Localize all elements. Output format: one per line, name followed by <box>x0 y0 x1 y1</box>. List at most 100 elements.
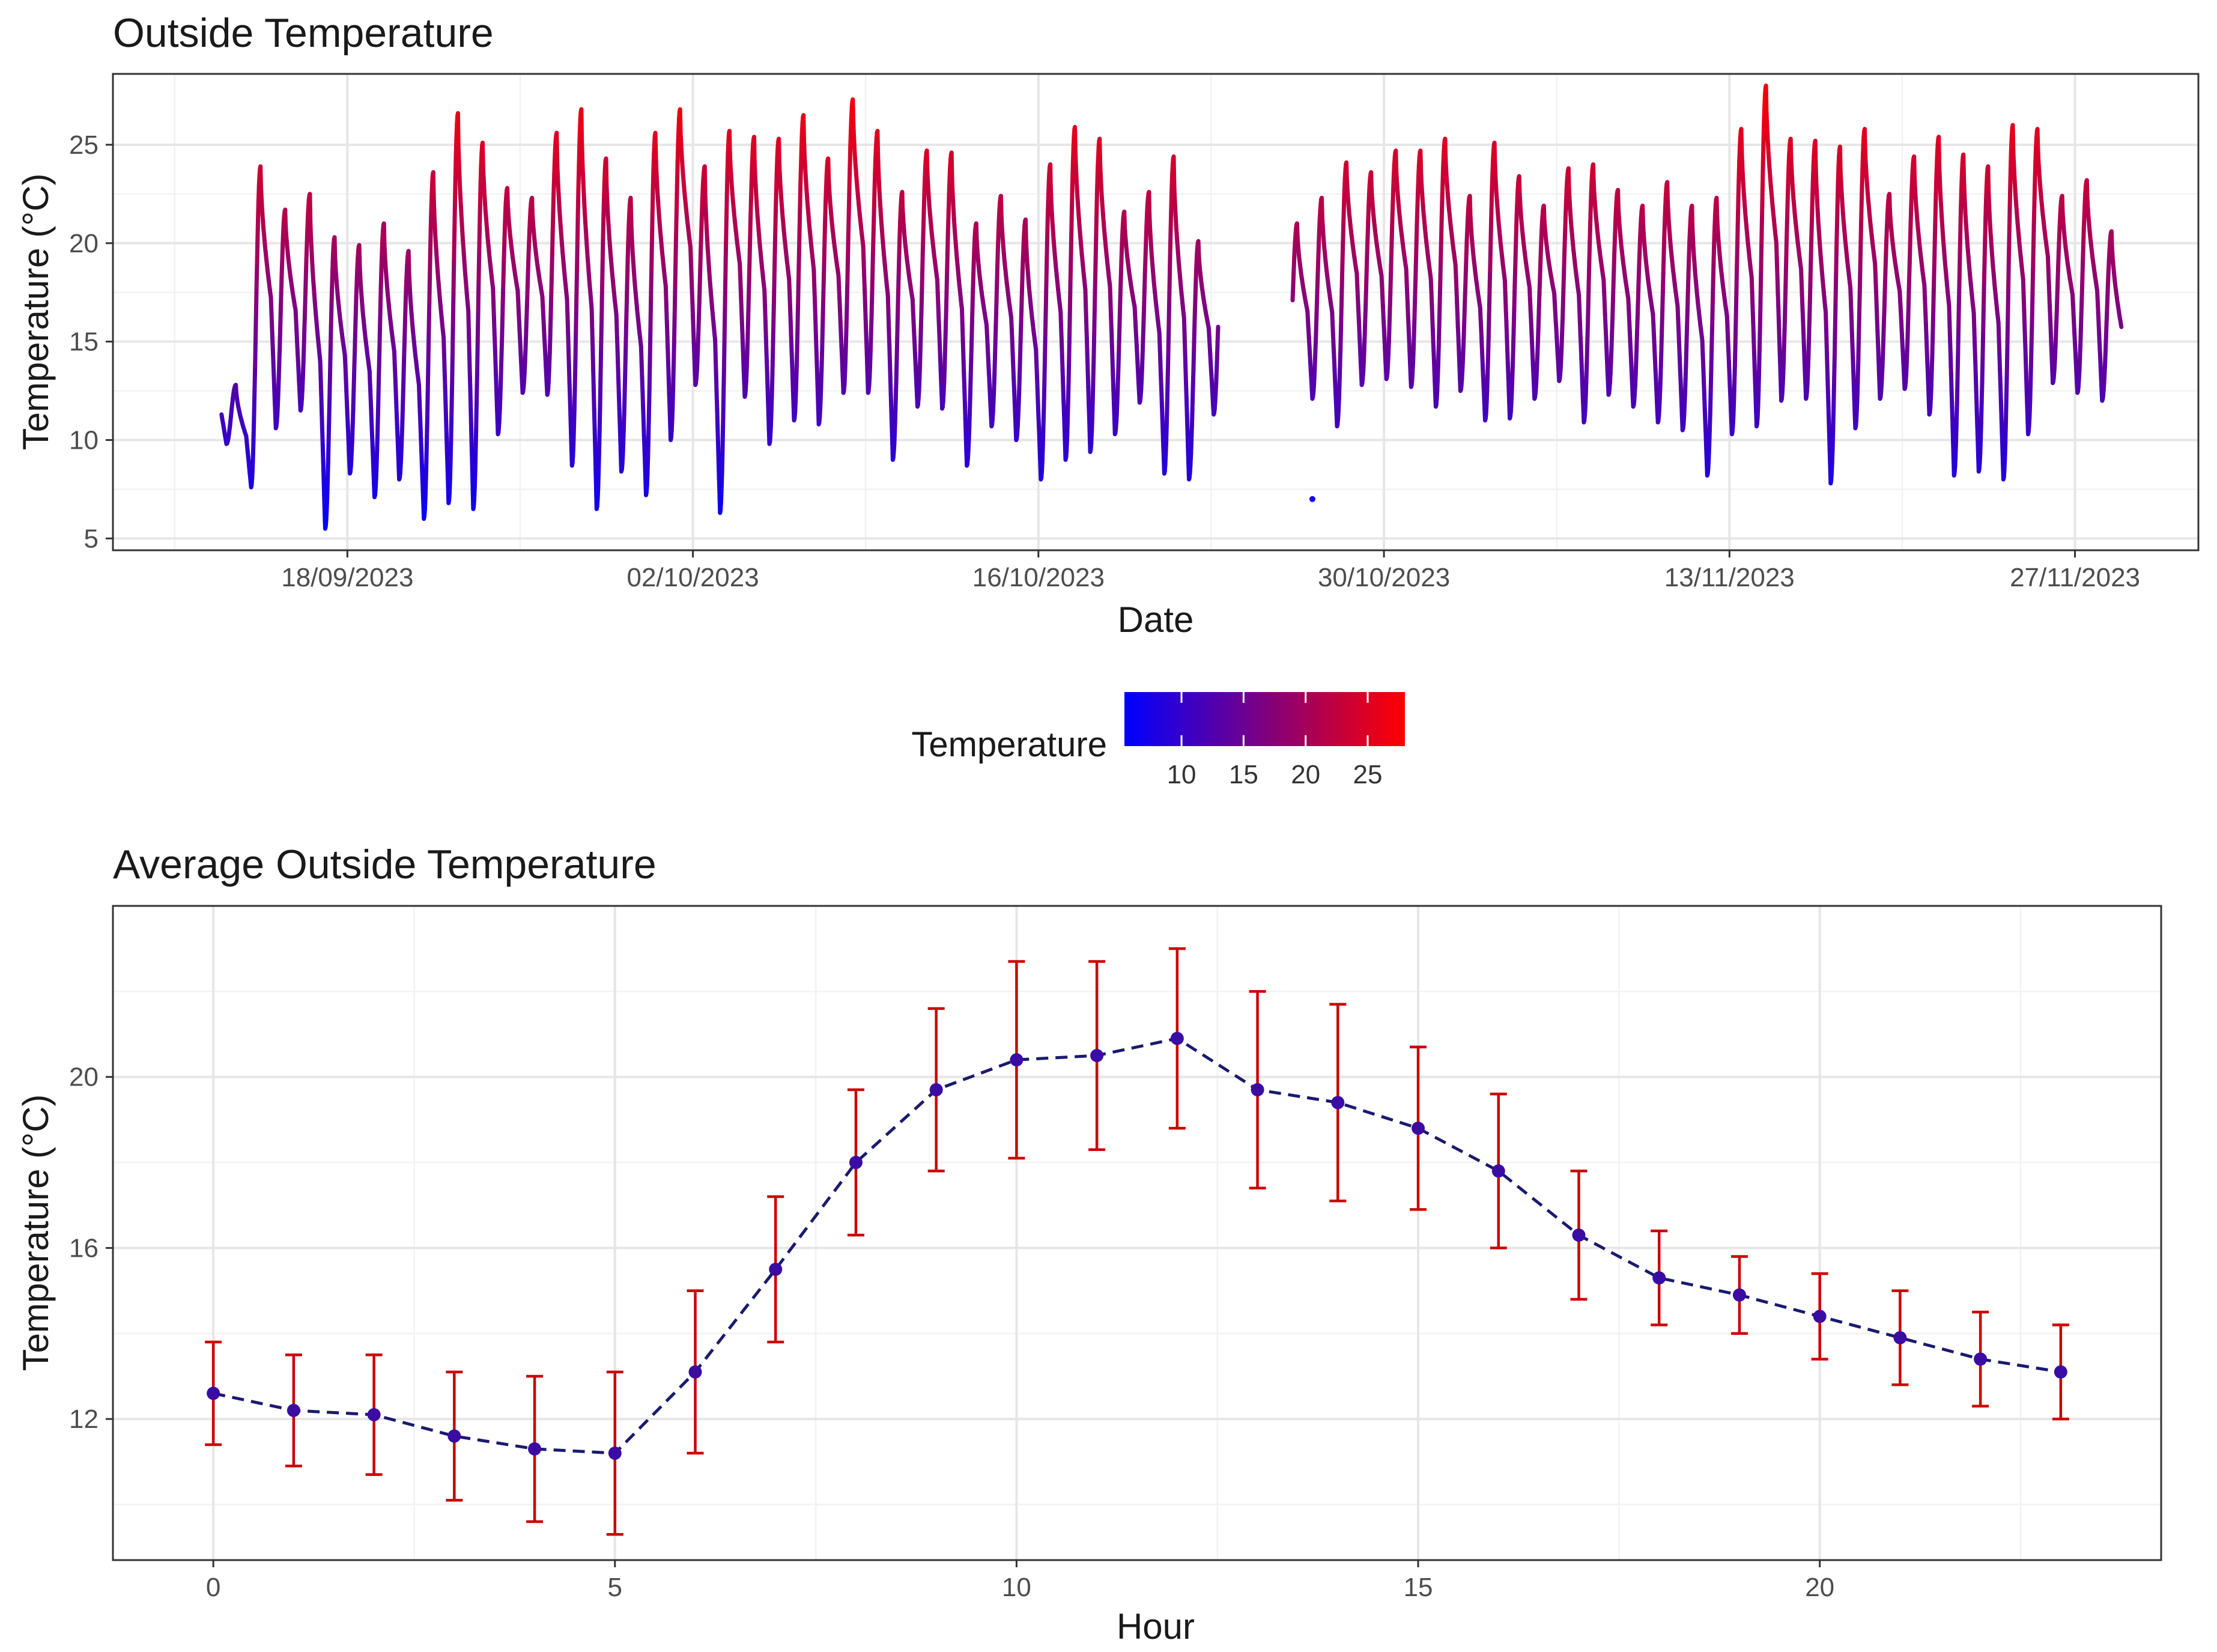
temperature-point <box>251 412 256 438</box>
top-y-tick-label: 25 <box>69 130 99 160</box>
temperature-point <box>1314 321 1318 341</box>
temperature-point <box>575 213 580 246</box>
temperature-point <box>1863 127 1867 153</box>
temperature-point <box>2006 285 2011 319</box>
temperature-point <box>937 329 942 347</box>
temperature-point <box>428 249 432 278</box>
temperature-point <box>1142 286 1147 308</box>
temperature-point <box>1143 237 1148 257</box>
temperature-point <box>900 190 905 211</box>
temperature-point <box>1587 239 1592 264</box>
temperature-point <box>550 251 554 277</box>
temperature-point <box>367 369 372 386</box>
temperature-point <box>1975 422 1980 442</box>
temperature-point <box>1578 331 1583 348</box>
temperature-point <box>974 221 979 242</box>
temperature-point <box>328 345 333 373</box>
temperature-point <box>601 213 606 240</box>
temperature-point <box>1930 329 1935 354</box>
temperature-point <box>1949 371 1954 393</box>
temperature-point <box>1087 401 1091 422</box>
temperature-point <box>1957 248 1962 278</box>
temperature-point <box>1884 238 1889 258</box>
temperature-point <box>1090 399 1095 421</box>
temperature-point <box>527 227 532 244</box>
temperature-point <box>1875 315 1880 333</box>
temperature-point <box>1782 339 1786 361</box>
temperature-point <box>579 107 584 144</box>
temperature-point <box>1215 355 1219 374</box>
temperature-point <box>1065 422 1070 442</box>
temperature-point <box>1340 239 1345 264</box>
temperature-point <box>936 303 941 321</box>
mean-point <box>1974 1352 1988 1366</box>
temperature-point <box>2005 315 2010 348</box>
temperature-point <box>641 419 646 438</box>
temperature-point <box>1486 313 1491 339</box>
temperature-point <box>501 260 506 284</box>
temperature-point <box>848 144 853 168</box>
temperature-point <box>2046 266 2051 284</box>
temperature-point <box>2049 342 2054 360</box>
legend-tick-label: 20 <box>1291 760 1320 789</box>
temperature-point <box>1759 240 1764 272</box>
temperature-point <box>502 241 507 264</box>
temperature-point <box>574 300 579 333</box>
temperature-point <box>1316 241 1321 260</box>
temperature-point <box>1070 178 1075 205</box>
temperature-point <box>526 254 531 274</box>
temperature-point <box>1757 322 1762 351</box>
temperature-point <box>1094 207 1099 235</box>
temperature-point <box>1612 249 1617 270</box>
temperature-point <box>876 155 881 174</box>
temperature-point <box>467 348 472 373</box>
chart-title: Average Outside Temperature <box>113 842 657 887</box>
bottom-y-tick-label: 16 <box>69 1233 99 1263</box>
temperature-point <box>971 276 975 299</box>
temperature-point <box>1511 344 1515 366</box>
legend-title: Temperature <box>911 725 1107 764</box>
temperature-point <box>423 480 428 500</box>
temperature-point <box>1588 220 1593 244</box>
temperature-point <box>1464 252 1469 272</box>
temperature-point <box>2080 258 2085 280</box>
temperature-point <box>1166 326 1171 356</box>
temperature-point <box>1922 283 1927 301</box>
temperature-point <box>844 303 849 329</box>
temperature-point <box>1948 338 1953 359</box>
temperature-point <box>1986 164 1991 194</box>
temperature-point <box>870 270 875 296</box>
temperature-point <box>724 215 729 247</box>
temperature-point <box>845 280 850 308</box>
temperature-point <box>2056 236 2061 254</box>
temperature-point <box>1849 299 1854 318</box>
temperature-point <box>1707 428 1712 449</box>
temperature-point <box>1687 240 1692 259</box>
temperature-point <box>1686 254 1691 275</box>
mean-point <box>1893 1331 1907 1344</box>
temperature-point <box>1806 354 1811 374</box>
temperature-point <box>1436 361 1440 381</box>
temperature-point <box>475 368 479 402</box>
temperature-point <box>922 175 927 194</box>
temperature-point <box>1662 219 1667 239</box>
temperature-point <box>1933 198 1938 222</box>
temperature-point <box>820 321 825 347</box>
temperature-point <box>622 407 626 430</box>
temperature-point <box>499 358 504 381</box>
temperature-point <box>395 426 400 443</box>
temperature-point <box>625 278 629 303</box>
temperature-point <box>725 151 730 174</box>
temperature-point <box>1017 372 1022 392</box>
temperature-point <box>1042 383 1047 410</box>
temperature-point <box>1066 382 1071 408</box>
legend-ticks: 10 15 20 25 <box>1167 692 1382 789</box>
temperature-point <box>351 385 356 407</box>
temperature-point <box>1685 306 1690 330</box>
temperature-point <box>573 329 578 362</box>
temperature-point <box>369 407 374 424</box>
temperature-point <box>452 228 457 263</box>
temperature-outlier-point <box>1309 496 1315 502</box>
temperature-point <box>992 372 997 392</box>
temperature-point <box>741 341 745 359</box>
